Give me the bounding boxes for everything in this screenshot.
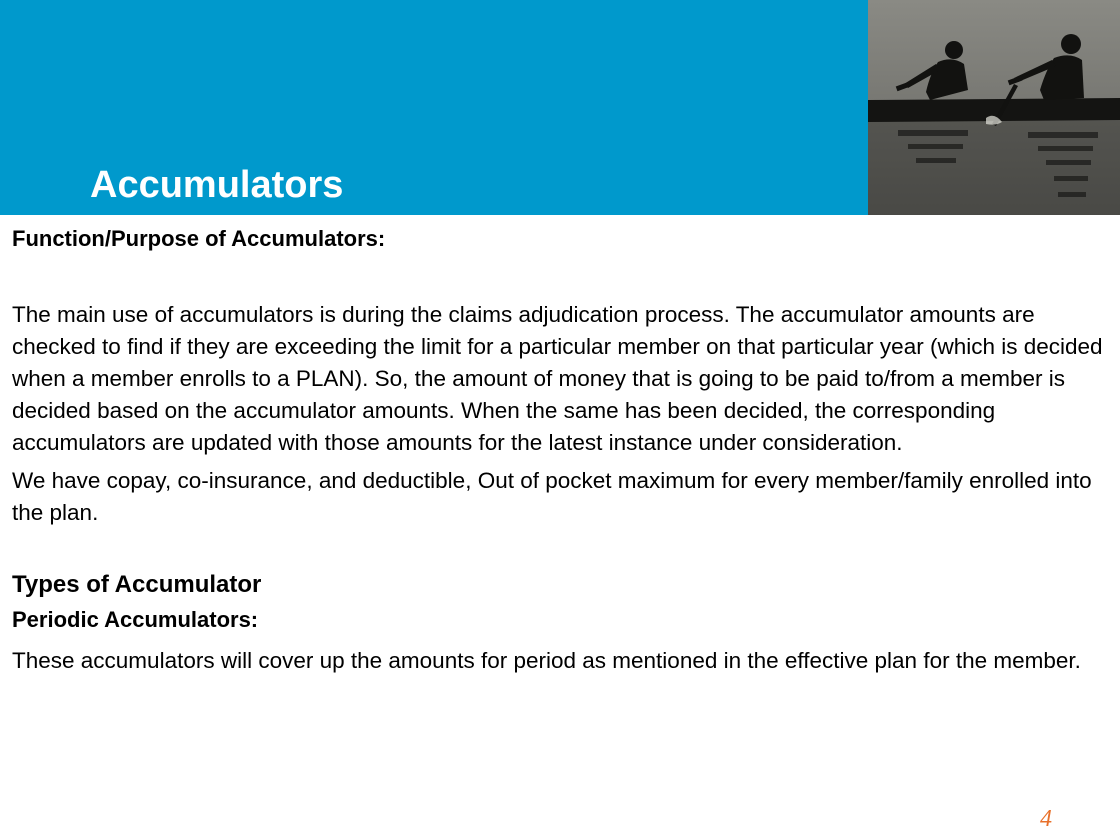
page-number: 4 bbox=[1040, 806, 1052, 832]
types-heading: Types of Accumulator bbox=[12, 571, 262, 598]
rower-silhouette bbox=[992, 34, 1084, 126]
purpose-heading: Function/Purpose of Accumulators: bbox=[12, 226, 386, 251]
slide-body: Function/Purpose of Accumulators: The ma… bbox=[12, 223, 1108, 677]
slide-title: Accumulators bbox=[90, 164, 344, 206]
rower-silhouette bbox=[895, 41, 968, 100]
header-band: Accumulators bbox=[0, 0, 868, 215]
header-photo bbox=[868, 0, 1120, 215]
periodic-heading: Periodic Accumulators: bbox=[12, 607, 259, 632]
main-use-paragraph: The main use of accumulators is during t… bbox=[12, 302, 1103, 455]
accumulator-list-paragraph: We have copay, co-insurance, and deducti… bbox=[12, 468, 1092, 525]
boat-hull bbox=[868, 98, 1120, 122]
water-reflection bbox=[898, 130, 1098, 197]
periodic-paragraph: These accumulators will cover up the amo… bbox=[12, 648, 1081, 673]
